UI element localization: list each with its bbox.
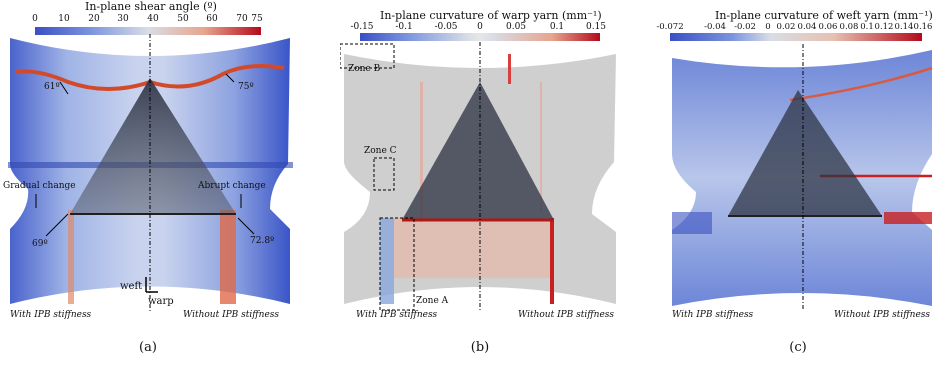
tick: -0.072 <box>656 22 684 32</box>
tick: 0.1 <box>860 22 874 32</box>
warp-curvature-plot <box>340 42 616 312</box>
left-label-a: With IPB stiffness <box>10 310 92 320</box>
tick: 0.02 <box>776 22 796 32</box>
right-label-c: Without IPB stiffness <box>834 310 931 320</box>
zone-c-label: Zone C <box>364 146 397 156</box>
colorbar-b <box>360 33 600 41</box>
colorbar-ticks-c: -0.072 -0.04 -0.02 0 0.02 0.04 0.06 0.08… <box>656 22 932 34</box>
tick: -0.02 <box>734 22 756 32</box>
weft-curvature-plot <box>672 44 933 310</box>
annotation-72-8: 72.8º <box>250 236 275 246</box>
colorbar-ticks-a: 0 10 20 30 40 50 60 70 75 <box>32 14 263 26</box>
tick: 10 <box>58 14 70 24</box>
tick: 70 <box>236 14 248 24</box>
shear-angle-plot <box>8 34 293 312</box>
panel-b: In-plane curvature of warp yarn (mm⁻¹) -… <box>320 0 620 366</box>
caption-b: (b) <box>470 340 490 355</box>
tick: 0.16 <box>913 22 933 32</box>
tick: 0.14 <box>894 22 914 32</box>
caption-c: (c) <box>789 340 807 355</box>
colorbar-title-a: In-plane shear angle (º) <box>85 0 217 13</box>
axis-weft-label: weft <box>120 281 143 292</box>
panel-a: In-plane shear angle (º) 0 10 20 30 40 5… <box>0 0 300 366</box>
left-label-b: With IPB stiffness <box>356 310 438 320</box>
tick: -0.15 <box>350 22 374 32</box>
right-label-b: Without IPB stiffness <box>518 310 615 320</box>
tick: -0.05 <box>434 22 458 32</box>
annotation-abrupt-change: Abrupt change <box>198 181 266 191</box>
annotation-75: 75º <box>238 82 254 92</box>
right-label-a: Without IPB stiffness <box>183 310 280 320</box>
colorbar-a <box>35 27 261 35</box>
annotation-61: 61º <box>44 82 60 92</box>
left-label-c: With IPB stiffness <box>672 310 754 320</box>
tick: 0.08 <box>839 22 859 32</box>
tick: 20 <box>88 14 100 24</box>
tick: 40 <box>147 14 159 24</box>
tick: -0.1 <box>395 22 413 32</box>
colorbar-c <box>670 33 922 41</box>
tick: 0.12 <box>874 22 894 32</box>
zone-a-label: Zone A <box>416 296 449 306</box>
tick: 0.05 <box>505 22 527 32</box>
tick: 0 <box>477 22 483 32</box>
caption-a: (a) <box>139 340 157 355</box>
tick: 0.15 <box>585 22 607 32</box>
tick: 30 <box>117 14 129 24</box>
tick: 0 <box>32 14 38 24</box>
axis-warp-label: warp <box>148 296 174 307</box>
zone-b-label: Zone B <box>348 64 381 74</box>
colorbar-title-b: In-plane curvature of warp yarn (mm⁻¹) <box>380 9 602 22</box>
tick: 60 <box>206 14 218 24</box>
tick: 0.1 <box>549 22 565 32</box>
tick: 50 <box>177 14 189 24</box>
colorbar-ticks-b: -0.15 -0.1 -0.05 0 0.05 0.1 0.15 <box>350 22 606 34</box>
tick: 75 <box>251 14 263 24</box>
annotation-gradual-change: Gradual change <box>3 181 76 191</box>
tick: 0 <box>765 22 771 32</box>
colorbar-title-c: In-plane curvature of weft yarn (mm⁻¹) <box>715 9 933 22</box>
annotation-69: 69º <box>32 239 48 249</box>
tick: 0.04 <box>797 22 817 32</box>
panel-c: In-plane curvature of weft yarn (mm⁻¹) -… <box>640 0 936 366</box>
tick: -0.04 <box>704 22 726 32</box>
tick: 0.06 <box>818 22 838 32</box>
